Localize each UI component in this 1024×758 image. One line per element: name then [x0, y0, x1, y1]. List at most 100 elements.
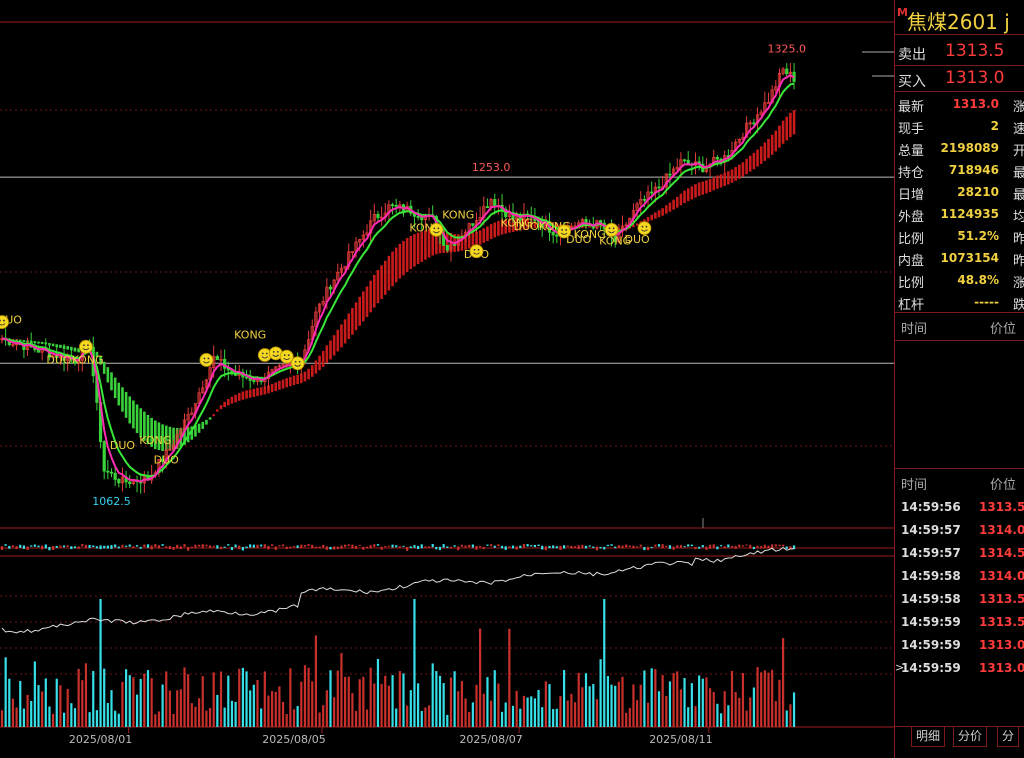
volume-bar	[0, 710, 4, 727]
smiley-icon	[0, 315, 9, 329]
volume-bar	[198, 698, 201, 727]
candle-body	[361, 234, 365, 240]
volume-bar	[420, 711, 423, 727]
volume-bar	[636, 700, 639, 727]
mini-volume-bar	[752, 546, 755, 550]
mini-volume-bar	[599, 546, 602, 549]
mini-volume-bar	[504, 546, 507, 550]
signal-label: KONG	[442, 208, 474, 221]
volume-bar	[376, 658, 380, 727]
ribbon-bar	[748, 155, 752, 172]
mini-volume-bar	[442, 544, 445, 548]
mini-volume-bar	[716, 546, 719, 550]
ribbon-bar	[402, 241, 405, 276]
ribbon-bar	[194, 425, 197, 437]
symbol-title[interactable]: 焦煤2601 j	[907, 10, 1010, 34]
volume-bar	[241, 667, 244, 727]
volume-bar	[687, 707, 690, 727]
ribbon-bar	[493, 222, 497, 238]
volume-bar	[730, 670, 734, 727]
ribbon-bar	[281, 379, 285, 389]
quote-label: 比例	[898, 276, 925, 291]
ribbon-bar	[460, 234, 464, 251]
mini-volume-bar	[537, 544, 540, 546]
ribbon-bar	[234, 394, 237, 403]
volume-bar	[15, 707, 18, 727]
tick-price: 1314.0	[979, 569, 1024, 583]
candle-body	[635, 203, 639, 211]
price-chart[interactable]: DUODUOKONGDUOKONGDUOKONGKONGKONGDUOKONGD…	[0, 0, 894, 758]
mini-volume-bar	[336, 546, 339, 550]
buy-price: 1313.0	[945, 68, 1005, 88]
volume-bar	[442, 683, 445, 727]
ribbon-bar	[778, 125, 781, 148]
mini-volume-bar	[584, 545, 588, 549]
mini-volume-bar	[249, 544, 252, 548]
ribbon-bar	[164, 425, 168, 451]
ribbon-bar	[102, 361, 106, 374]
buy-row[interactable]: 买入 1313.0	[895, 67, 1024, 91]
volume-bar	[504, 702, 507, 727]
volume-bar	[460, 681, 463, 727]
tick-time: 14:59:57	[901, 523, 961, 537]
candle-body	[668, 173, 672, 176]
volume-bar	[325, 690, 328, 727]
ribbon-bar	[635, 223, 639, 226]
volume-bar	[643, 670, 646, 727]
volume-bar	[37, 685, 40, 727]
volume-bar	[610, 684, 613, 727]
mini-volume-bar	[745, 544, 748, 546]
ribbon-bar	[373, 274, 376, 308]
ribbon-bar	[533, 218, 537, 229]
mini-volume-bar	[245, 546, 248, 549]
quote-right-label: 涨	[1013, 272, 1024, 291]
tab-price-split[interactable]: 分价	[953, 726, 988, 747]
ribbon-bar	[245, 390, 248, 399]
sell-row[interactable]: 卖出 1313.5	[895, 40, 1024, 64]
quote-value: -----	[974, 295, 999, 309]
ribbon-bar	[172, 427, 175, 451]
tab-more[interactable]: 分	[997, 726, 1020, 747]
ribbon-bar	[205, 419, 208, 425]
volume-bar	[406, 705, 409, 727]
volume-bar	[621, 676, 624, 727]
volume-bar	[205, 710, 208, 727]
ribbon-bar	[77, 348, 80, 353]
volume-bar	[340, 653, 343, 727]
volume-bar	[278, 686, 281, 727]
ribbon-bar	[478, 230, 482, 245]
quote-label: 总量	[898, 144, 925, 159]
volume-bar	[654, 669, 657, 727]
mini-volume-bar	[395, 545, 398, 548]
quote-row: 现手 2速	[895, 115, 1024, 137]
volume-bar	[234, 701, 237, 727]
ribbon-bar	[51, 343, 55, 347]
volume-bar	[369, 667, 372, 727]
candle-body	[650, 191, 654, 194]
ribbon-bar	[99, 356, 102, 365]
volume-bar	[573, 702, 577, 727]
volume-bar	[59, 685, 62, 727]
volume-bar	[271, 690, 274, 727]
mini-volume-bar	[143, 544, 146, 548]
ribbon-bar	[712, 177, 716, 191]
volume-bar	[548, 684, 551, 727]
candle-body	[752, 122, 756, 125]
ribbon-bar	[522, 218, 526, 230]
mini-volume-bar	[121, 544, 124, 548]
volume-bar	[354, 710, 358, 727]
ribbon-bar	[405, 238, 409, 272]
quote-value: 2198089	[940, 141, 999, 155]
smiley-icon	[637, 221, 652, 236]
volume-bar	[263, 671, 266, 727]
tick-row: 14:59:58 1314.0	[895, 565, 1024, 588]
candle-body	[358, 238, 362, 243]
ribbon-bar	[237, 392, 241, 401]
candle-body	[270, 369, 274, 373]
ribbon-bar	[767, 139, 770, 159]
ribbon-bar	[139, 408, 142, 438]
tab-detail[interactable]: 明细	[911, 726, 946, 747]
tick-row: 14:59:57 1314.5	[895, 542, 1024, 565]
volume-bar	[77, 668, 80, 727]
volume-bar	[92, 671, 95, 727]
